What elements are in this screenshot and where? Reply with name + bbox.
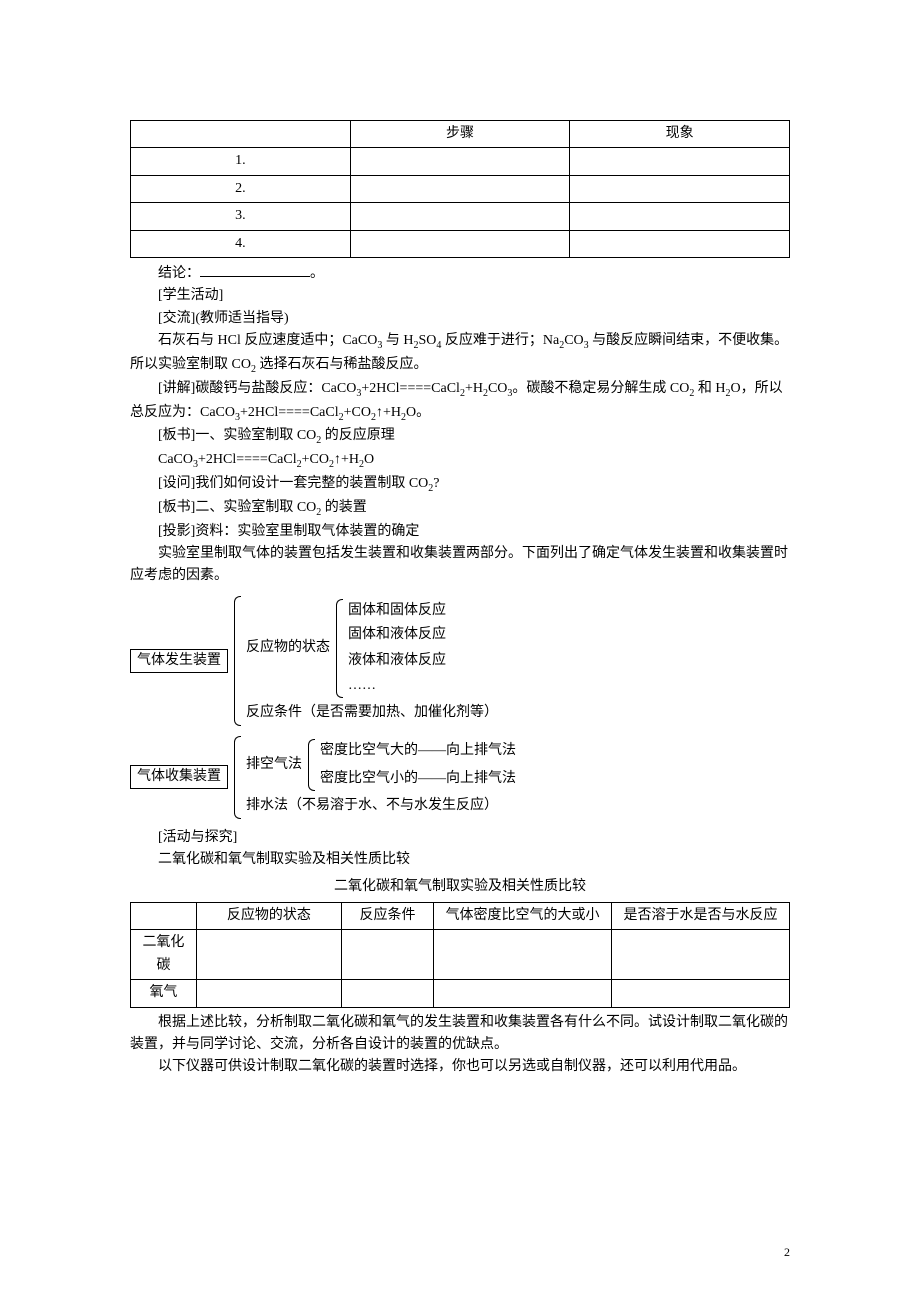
branch-item: ……: [344, 674, 446, 698]
page-number: 2: [784, 1243, 790, 1262]
collector-box: 气体收集装置: [130, 765, 228, 789]
table-row: 二氧化碳: [131, 930, 790, 980]
branch-condition: 反应条件（是否需要加热、加催化剂等）: [242, 701, 498, 725]
branch-item: 密度比空气大的——向上排气法: [316, 739, 516, 763]
question-1: [设问]我们如何设计一套完整的装置制取 CO2?: [130, 473, 790, 497]
header-steps: 步骤: [350, 121, 570, 148]
conclusion-label: 结论：: [158, 266, 200, 281]
table2-title: 二氧化碳和氧气制取实验及相关性质比较: [130, 876, 790, 898]
board-2: [板书]二、实验室制取 CO2 的装置: [130, 497, 790, 521]
row-num: 2.: [131, 175, 351, 202]
generator-box: 气体发生装置: [130, 649, 228, 673]
row-o2: 氧气: [131, 980, 197, 1007]
table-row: 3.: [131, 203, 790, 230]
header-condition: 反应条件: [341, 902, 433, 929]
header-blank: [131, 902, 197, 929]
para-analysis: 根据上述比较，分析制取二氧化碳和氧气的发生装置和收集装置各有什么不同。试设计制取…: [130, 1012, 790, 1057]
header-soluble: 是否溶于水是否与水反应: [612, 902, 790, 929]
brace-icon: [330, 597, 344, 701]
collector-diagram: 气体收集装置 排空气法 密度比空气大的——向上排气法 密度比空气小的——向上排气…: [130, 734, 790, 821]
activity-explore: [活动与探究]: [130, 827, 790, 849]
blank-underline: [200, 262, 310, 277]
generator-diagram: 气体发生装置 反应物的状态 固体和固体反应 固体和液体反应 液体和液体反应 ………: [130, 594, 790, 728]
para-apparatus-intro: 实验室里制取气体的装置包括发生装置和收集装置两部分。下面列出了确定气体发生装置和…: [130, 543, 790, 588]
equation-1: CaCO3+2HCl====CaCl2+CO2↑+H2O: [130, 449, 790, 473]
para-instruments: 以下仪器可供设计制取二氧化碳的装置时选择，你也可以另选或自制仪器，还可以利用代用…: [130, 1056, 790, 1078]
branch-item: 密度比空气小的——向上排气法: [316, 767, 516, 791]
table-row: 2.: [131, 175, 790, 202]
branch-item: 固体和固体反应: [344, 599, 446, 623]
header-phenomena: 现象: [570, 121, 790, 148]
header-density: 气体密度比空气的大或小: [434, 902, 612, 929]
row-num: 3.: [131, 203, 351, 230]
projection: [投影]资料：实验室里制取气体装置的确定: [130, 521, 790, 543]
row-num: 1.: [131, 148, 351, 175]
exchange: [交流](教师适当指导): [130, 308, 790, 330]
conclusion-line: 结论： 。: [130, 262, 790, 285]
row-co2: 二氧化碳: [131, 930, 197, 980]
branch-item: 固体和液体反应: [344, 623, 446, 647]
steps-table: 步骤 现象 1. 2. 3. 4.: [130, 120, 790, 258]
header-state: 反应物的状态: [196, 902, 341, 929]
para-explain: [讲解]碳酸钙与盐酸反应：CaCO3+2HCl====CaCl2+H2CO3。碳…: [130, 378, 790, 426]
brace-icon: [228, 734, 242, 821]
table-row: 1.: [131, 148, 790, 175]
compare-table: 反应物的状态 反应条件 气体密度比空气的大或小 是否溶于水是否与水反应 二氧化碳…: [130, 902, 790, 1008]
brace-icon: [228, 594, 242, 728]
table-row: 氧气: [131, 980, 790, 1007]
branch-label-state: 反应物的状态: [246, 637, 330, 659]
branch-item: 液体和液体反应: [344, 649, 446, 673]
table-header-row: 反应物的状态 反应条件 气体密度比空气的大或小 是否溶于水是否与水反应: [131, 902, 790, 929]
table-row: 4.: [131, 230, 790, 257]
branch-label-air: 排空气法: [246, 754, 302, 776]
branch-water: 排水法（不易溶于水、不与水发生反应）: [242, 794, 516, 818]
table-header-row: 步骤 现象: [131, 121, 790, 148]
document-page: 步骤 现象 1. 2. 3. 4. 结论： 。 [学生活动] [交流](教师适当指…: [0, 0, 920, 1302]
para-limestone: 石灰石与 HCl 反应速度适中；CaCO3 与 H2SO4 反应难于进行；Na2…: [130, 330, 790, 378]
student-activity: [学生活动]: [130, 285, 790, 307]
conclusion-tail: 。: [310, 266, 324, 281]
compare-intro: 二氧化碳和氧气制取实验及相关性质比较: [130, 849, 790, 871]
row-num: 4.: [131, 230, 351, 257]
header-blank: [131, 121, 351, 148]
brace-icon: [302, 737, 316, 794]
board-1: [板书]一、实验室制取 CO2 的反应原理: [130, 425, 790, 449]
